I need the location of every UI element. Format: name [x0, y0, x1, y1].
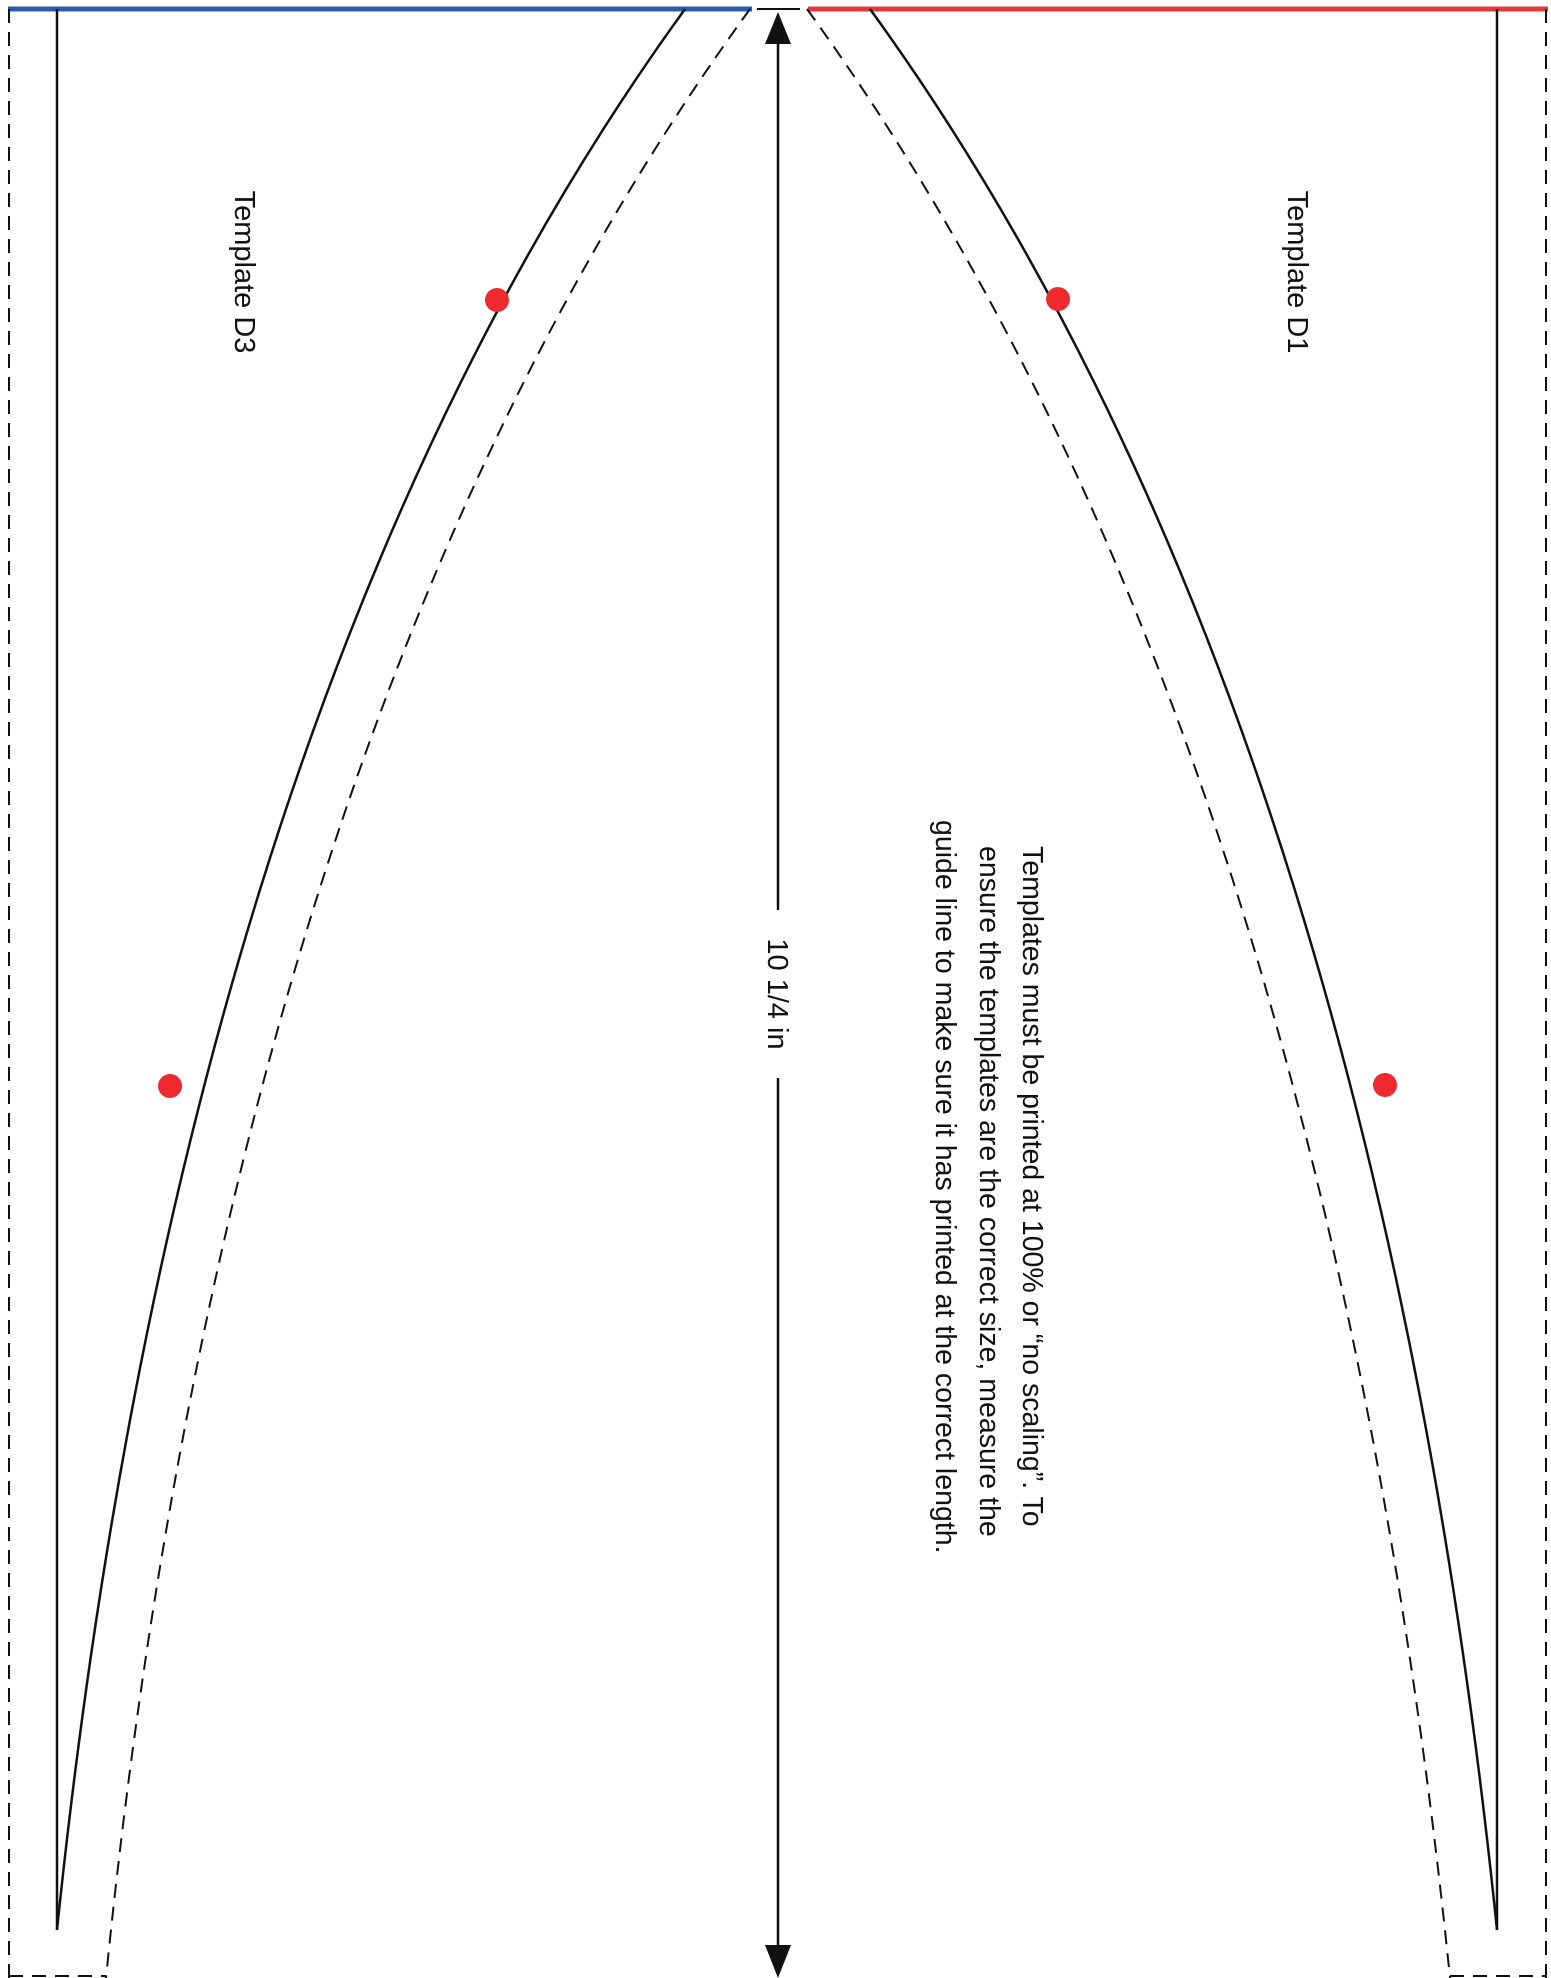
- d3-seam-dashed-curve: [105, 8, 751, 1978]
- d1-label: Template D1: [1281, 191, 1313, 354]
- d3-marker-lower-icon: [158, 1074, 182, 1098]
- arrowhead-up-icon: [765, 12, 791, 44]
- dimension-label: 10 1/4 in: [761, 938, 793, 1049]
- d3-cut-curve: [55, 8, 687, 1931]
- instruction-line-1: Templates must be printed at 100% or “no…: [1016, 846, 1048, 1527]
- d1-seam-dashed-curve: [806, 8, 1451, 1978]
- template-d1: Template D1: [806, 6, 1548, 1978]
- template-d3: Template D3: [8, 6, 752, 1978]
- instruction-line-2: ensure the templates are the correct siz…: [973, 846, 1005, 1537]
- d1-marker-upper-icon: [1046, 287, 1070, 311]
- instruction-line-3: guide line to make sure it has printed a…: [929, 820, 961, 1554]
- arrowhead-down-icon: [765, 1945, 791, 1978]
- d1-marker-lower-icon: [1373, 1073, 1397, 1097]
- d1-cut-curve: [868, 8, 1499, 1931]
- print-instructions: Templates must be printed at 100% or “no…: [929, 820, 1048, 1554]
- d3-marker-upper-icon: [485, 288, 509, 312]
- dimension-guide: 10 1/4 in: [757, 8, 800, 1978]
- d3-label: Template D3: [228, 191, 260, 354]
